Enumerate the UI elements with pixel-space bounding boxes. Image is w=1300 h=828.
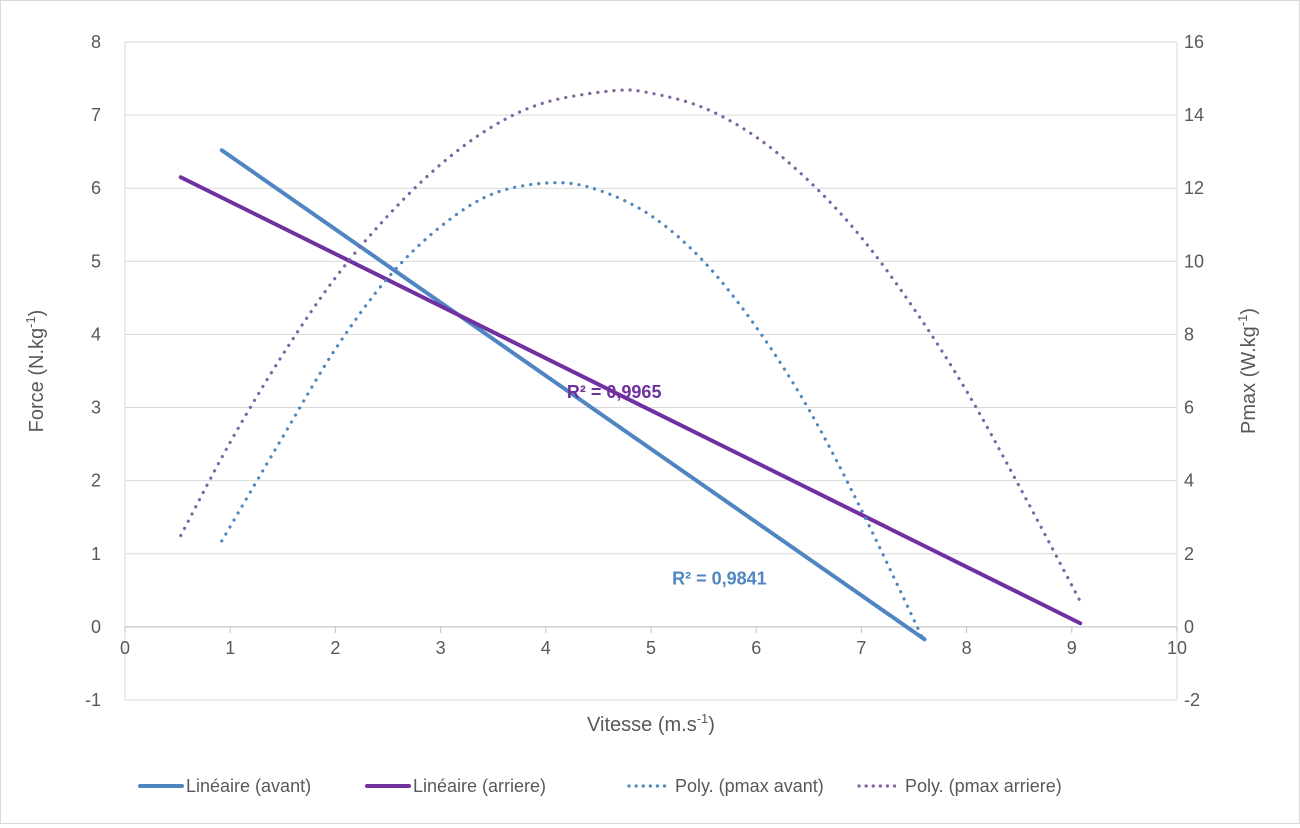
y2-tick-label: 12 — [1184, 178, 1204, 198]
x-tick-label: 0 — [120, 638, 130, 658]
series-poly-pmax-arriere — [179, 88, 1082, 603]
y2-tick-label: -2 — [1184, 690, 1200, 710]
legend-label: Poly. (pmax arriere) — [905, 776, 1062, 796]
y-tick-label: 4 — [91, 324, 101, 344]
y-tick-label: 8 — [91, 32, 101, 52]
y2-tick-label: 6 — [1184, 398, 1194, 418]
x-tick-label: 3 — [436, 638, 446, 658]
legend-label: Linéaire (arriere) — [413, 776, 546, 796]
x-tick-label: 5 — [646, 638, 656, 658]
x-tick-label: 1 — [225, 638, 235, 658]
x-tick-label: 7 — [856, 638, 866, 658]
x-tick-label: 9 — [1067, 638, 1077, 658]
x-tick-label: 4 — [541, 638, 551, 658]
y-tick-label: 7 — [91, 105, 101, 125]
y-tick-label: 1 — [91, 544, 101, 564]
y-tick-label: 0 — [91, 617, 101, 637]
y2-tick-label: 0 — [1184, 617, 1194, 637]
x-tick-label: 6 — [751, 638, 761, 658]
series-layer — [178, 88, 1083, 642]
axes — [124, 42, 1178, 700]
y2-tick-label: 4 — [1184, 471, 1194, 491]
y-tick-label: -1 — [85, 690, 101, 710]
y-tick-label: 2 — [91, 471, 101, 491]
x-axis-title: Vitesse (m.s-1) — [587, 711, 715, 736]
gridlines — [125, 41, 1177, 701]
y-axis-title: Force (N.kg-1) — [23, 310, 48, 433]
legend: Linéaire (avant) Linéaire (arriere) Poly. … — [138, 776, 1062, 796]
y2-tick-label: 14 — [1184, 105, 1204, 125]
r2-annotation: R² = 0,9841 — [672, 568, 767, 588]
legend-label: Poly. (pmax avant) — [675, 776, 824, 796]
annotations: R² = 0,9965 R² = 0,9841 — [567, 382, 767, 588]
r2-annotation: R² = 0,9965 — [567, 382, 662, 402]
legend-label: Linéaire (avant) — [186, 776, 311, 796]
y2-tick-label: 2 — [1184, 544, 1194, 564]
y-tick-label: 5 — [91, 251, 101, 271]
y2-tick-label: 8 — [1184, 324, 1194, 344]
x-tick-label: 2 — [330, 638, 340, 658]
x-tick-label: 8 — [962, 638, 972, 658]
y2-tick-label: 10 — [1184, 251, 1204, 271]
y-tick-label: 3 — [91, 398, 101, 418]
series-lin-aire-arriere — [178, 175, 1083, 626]
series-lin-aire-avant — [219, 148, 927, 642]
y-tick-label: 6 — [91, 178, 101, 198]
y2-tick-label: 16 — [1184, 32, 1204, 52]
series-poly-pmax-avant — [220, 181, 925, 640]
y2-axis-title: Pmax (W.kg-1) — [1235, 308, 1260, 434]
x-tick-label: 10 — [1167, 638, 1187, 658]
